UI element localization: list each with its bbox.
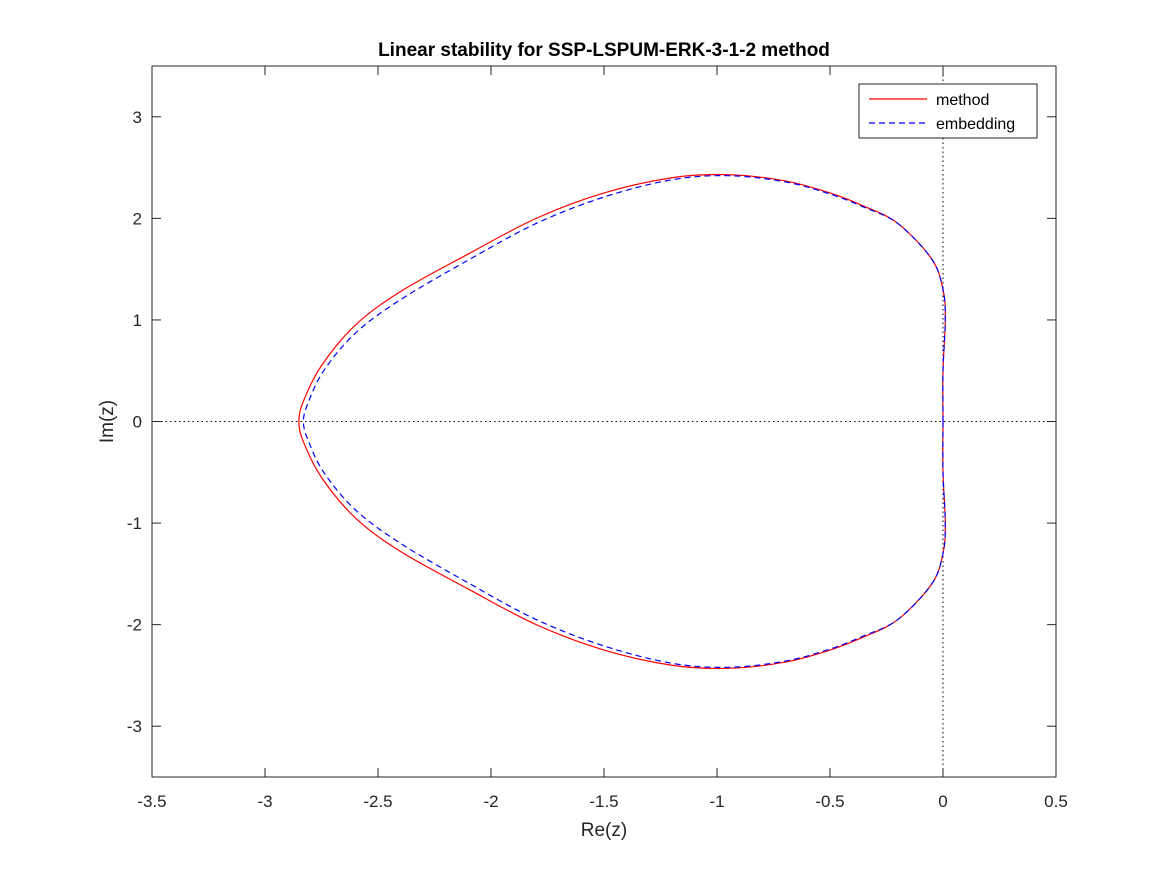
x-tick-label: -3 [257, 792, 272, 811]
y-axis-label: Im(z) [97, 400, 118, 443]
y-tick-label: -3 [127, 717, 142, 736]
x-tick-label: -2.5 [363, 792, 392, 811]
series-method-line [298, 173, 946, 670]
y-tick-label: 1 [133, 311, 142, 330]
series-embedding-line [302, 175, 946, 668]
x-axis-label: Re(z) [581, 820, 627, 841]
x-tick-label: -0.5 [815, 792, 844, 811]
x-tick-label: 0 [938, 792, 947, 811]
chart-title: Linear stability for SSP-LSPUM-ERK-3-1-2… [378, 40, 830, 61]
series-layer [298, 173, 946, 670]
y-tick-label: 0 [133, 413, 142, 432]
legend-entry-embedding: embedding [936, 116, 1015, 133]
x-tick-label: -1.5 [589, 792, 618, 811]
x-tick-label: -2 [483, 792, 498, 811]
plot-area [152, 66, 1056, 777]
legend: method embedding [858, 83, 1038, 139]
legend-box [858, 83, 1038, 139]
x-tick-label: -3.5 [137, 792, 166, 811]
y-tick-label: 3 [133, 108, 142, 127]
y-tick-label: -2 [127, 616, 142, 635]
y-tick-label: -1 [127, 514, 142, 533]
x-tick-label: -1 [709, 792, 724, 811]
ticks: -3.5 -3 -2.5 -2 -1.5 -1 -0.5 0 0.5 -3 -2 -1 0 1 2 3 [127, 66, 1068, 811]
x-tick-label: 0.5 [1044, 792, 1068, 811]
legend-entry-method: method [936, 92, 989, 109]
y-tick-label: 2 [133, 209, 142, 228]
